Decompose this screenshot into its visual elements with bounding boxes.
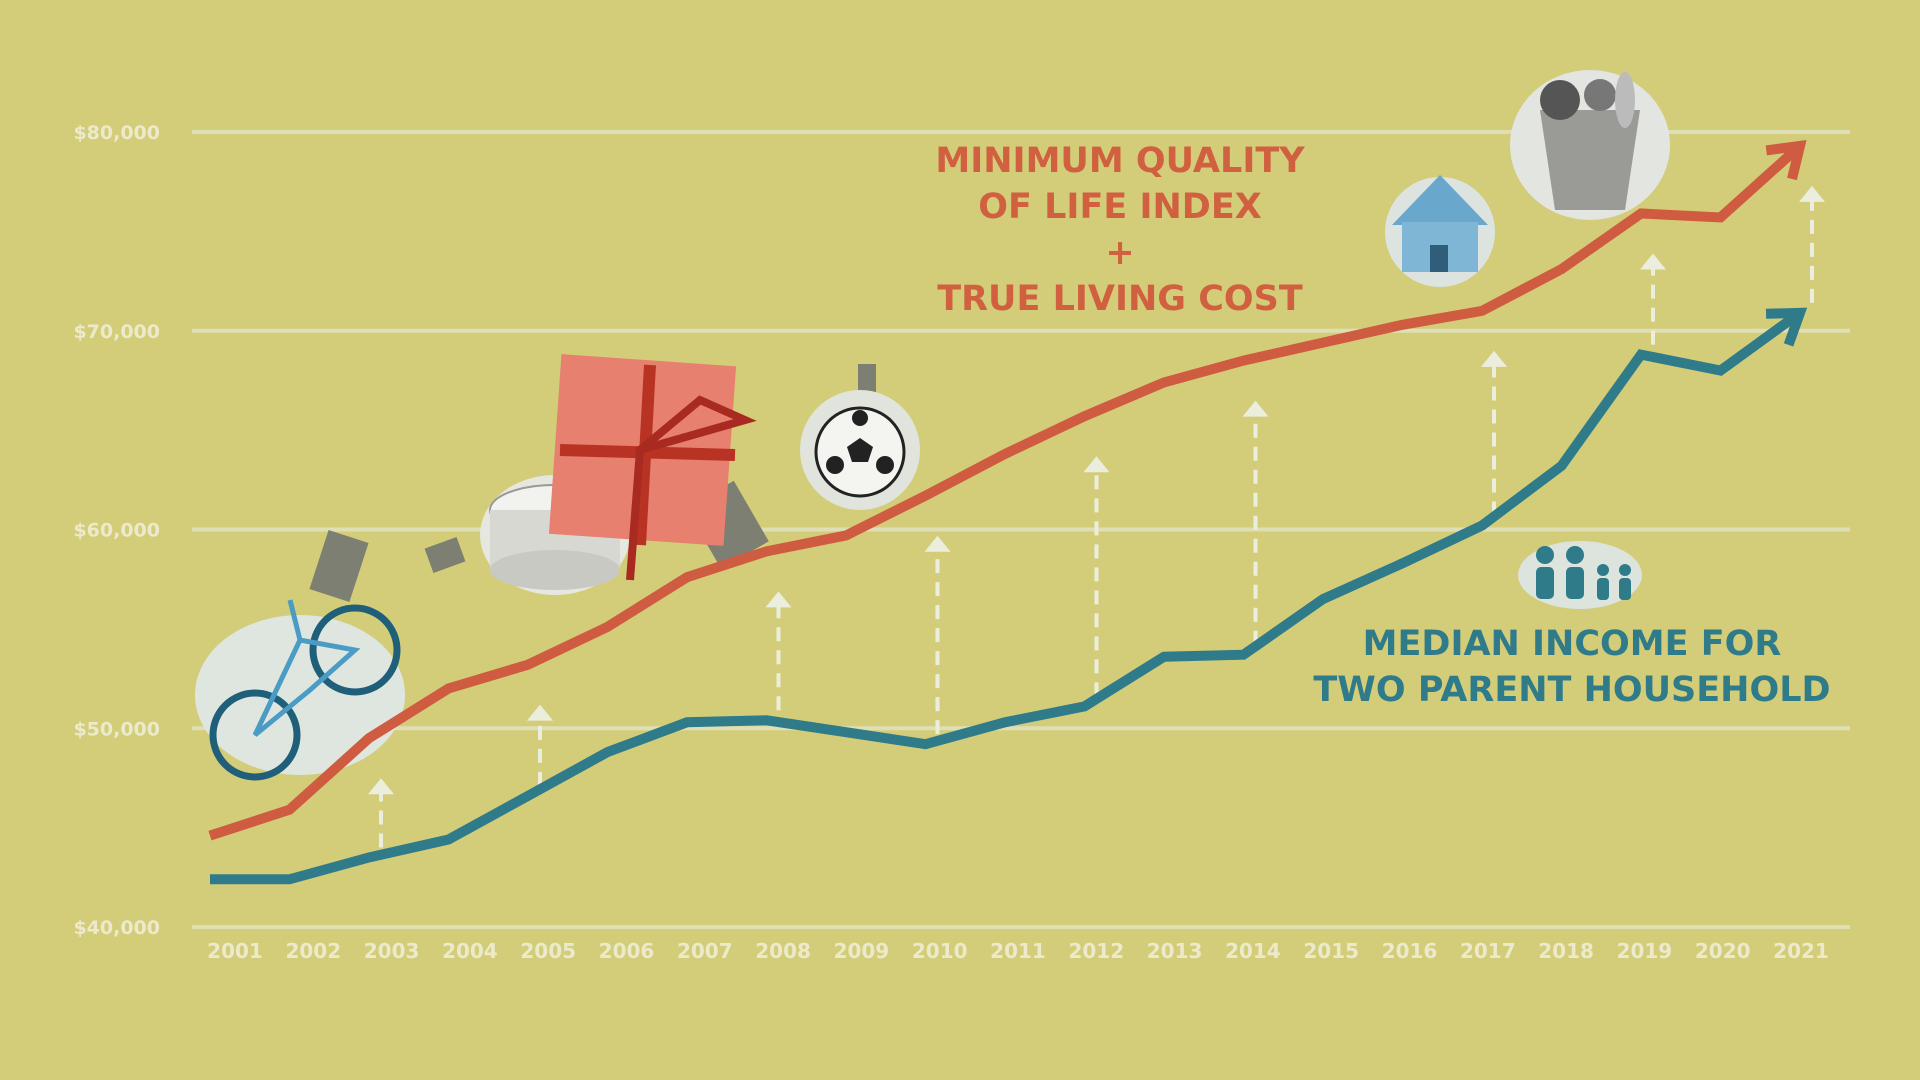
- x-tick-label: 2018: [1538, 939, 1594, 963]
- series-lines: [208, 139, 1808, 885]
- x-tick-label: 2013: [1147, 939, 1203, 963]
- red-label-line: TRUE LIVING COST: [937, 279, 1303, 319]
- x-tick-label: 2012: [1068, 939, 1124, 963]
- gap-arrow-head: [368, 778, 394, 795]
- soccer-ball-icon: [800, 390, 920, 510]
- x-tick-label: 2017: [1460, 939, 1516, 963]
- red-label-line: MINIMUM QUALITY: [935, 141, 1305, 181]
- y-tick-label: $60,000: [73, 520, 160, 542]
- grocery-bag-icon: [1510, 70, 1670, 220]
- gap-arrow-head: [1242, 400, 1269, 417]
- x-tick-label: 2021: [1773, 939, 1829, 963]
- x-tick-label: 2011: [990, 939, 1046, 963]
- gap-arrow-head: [1481, 350, 1507, 367]
- x-tick-label: 2001: [207, 939, 263, 963]
- price-tag-icon: [309, 364, 876, 602]
- gap-arrow-head: [1083, 456, 1110, 473]
- x-tick-label: 2010: [912, 939, 968, 963]
- teal-label-line: TWO PARENT HOUSEHOLD: [1313, 670, 1830, 710]
- teal-series-label: MEDIAN INCOME FOR TWO PARENT HOUSEHOLD: [1313, 624, 1830, 710]
- x-tick-label: 2009: [834, 939, 890, 963]
- x-tick-label: 2007: [677, 939, 733, 963]
- grid: [192, 130, 1850, 929]
- x-tick-label: 2014: [1225, 939, 1281, 963]
- gap-arrow-head: [765, 591, 792, 608]
- x-tick-label: 2016: [1382, 939, 1438, 963]
- x-tick-label: 2008: [755, 939, 811, 963]
- y-tick-label: $40,000: [73, 917, 160, 939]
- y-tick-label: $70,000: [73, 321, 160, 343]
- x-tick-label: 2006: [599, 939, 655, 963]
- x-tick-label: 2005: [520, 939, 576, 963]
- red-series-label: MINIMUM QUALITY OF LIFE INDEX + TRUE LIV…: [935, 141, 1305, 319]
- y-axis: $40,000 $50,000 $60,000 $70,000 $80,000: [73, 122, 160, 939]
- teal-label-line: MEDIAN INCOME FOR: [1363, 624, 1782, 664]
- y-tick-label: $80,000: [73, 122, 160, 144]
- gap-arrow-head: [1640, 253, 1666, 270]
- x-tick-label: 2020: [1695, 939, 1751, 963]
- x-tick-label: 2003: [364, 939, 420, 963]
- x-tick-label: 2004: [442, 939, 498, 963]
- gift-box-icon: [548, 354, 757, 581]
- living-cost-line: [208, 142, 1804, 841]
- x-tick-label: 2002: [285, 939, 341, 963]
- gap-arrow-head: [527, 704, 553, 721]
- x-tick-label: 2019: [1617, 939, 1673, 963]
- red-label-line: OF LIFE INDEX: [978, 187, 1261, 227]
- x-tick-label: 2015: [1303, 939, 1359, 963]
- gap-arrows: [368, 185, 1825, 848]
- family-icon: [1518, 541, 1642, 609]
- red-label-line: +: [1105, 233, 1134, 273]
- bicycle-icon: [195, 599, 405, 781]
- series-arrowhead: [1765, 307, 1808, 347]
- house-icon: [1385, 175, 1495, 287]
- y-tick-label: $50,000: [73, 718, 160, 740]
- gap-arrow-head: [1799, 185, 1825, 202]
- x-axis: 2001 2002 2003 2004 2005 2006 2007 2008 2009 2010…: [207, 939, 1829, 963]
- series-arrowhead: [1765, 139, 1807, 181]
- gap-arrow-head: [924, 535, 951, 552]
